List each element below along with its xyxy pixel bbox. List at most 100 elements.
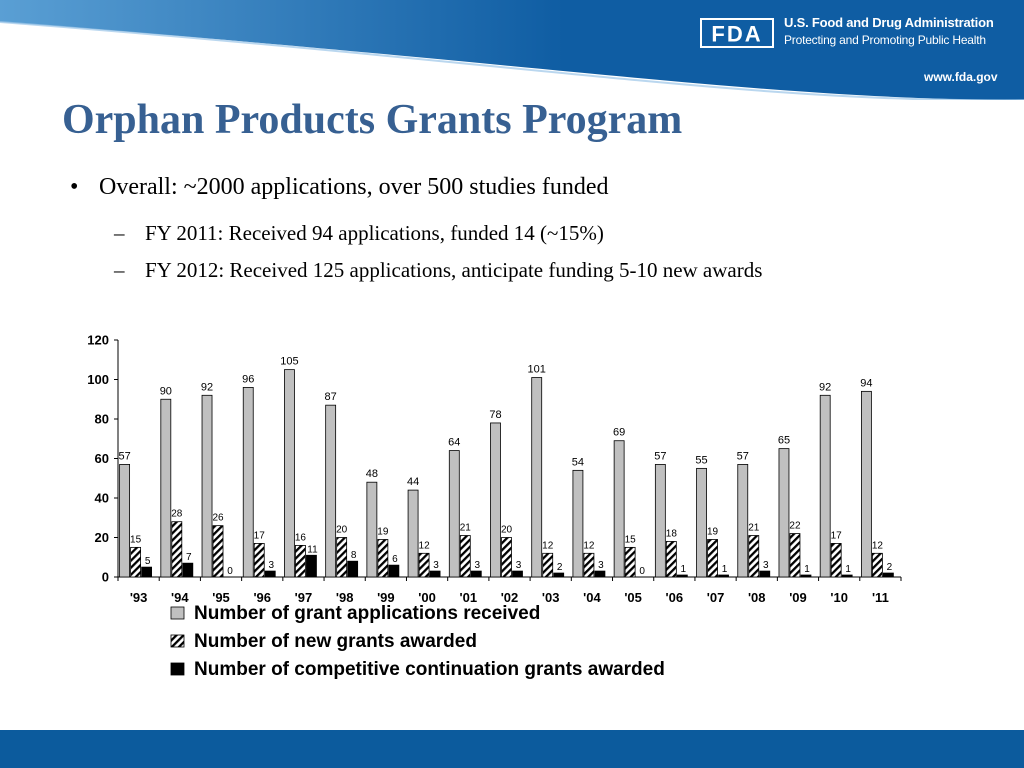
bar-hatched [871,552,883,578]
bar-hatched [459,535,471,578]
data-label: 64 [448,437,460,449]
bar-hatched [830,543,842,578]
fda-logo-text: FDA [711,22,762,47]
data-label: 17 [831,530,843,541]
bar-hatched [130,546,142,578]
bar-gray [613,440,625,578]
bar-black [141,566,153,578]
x-tick-label: '10 [830,590,848,605]
data-label: 1 [845,564,851,575]
legend-label: Number of new grants awarded [194,631,477,652]
x-tick-label: '94 [171,590,189,605]
data-label: 3 [433,560,439,571]
data-label: 19 [707,526,719,537]
x-tick-label: '06 [666,590,684,605]
bar-black [429,570,441,578]
data-label: 3 [516,560,522,571]
bar-gray [696,467,707,578]
bar-gray [284,369,295,578]
data-label: 5 [145,556,151,567]
agency-tagline: Protecting and Promoting Public Health [784,33,986,47]
legend-swatch [170,606,185,620]
data-label: 6 [392,554,398,565]
data-label: 92 [819,381,831,393]
bar-black [553,572,565,578]
bar-gray [654,464,666,578]
bar-black [470,570,482,578]
legend-swatch [170,662,185,676]
data-label: 55 [695,454,707,466]
bullet-marker: • [70,174,79,200]
data-label: 3 [475,560,481,571]
bar-gray [860,390,872,578]
bar-black [676,574,688,578]
sub-bullet-marker: – [114,258,125,282]
y-tick-label: 120 [87,333,109,348]
data-label: 69 [613,427,625,439]
data-label: 19 [377,526,389,537]
data-label: 105 [280,356,298,368]
fda-logo: FDA [700,18,774,48]
data-label: 57 [118,450,130,462]
bar-black [306,554,317,578]
footer-bar [0,730,1024,768]
data-label: 65 [778,435,790,447]
bar-hatched [789,533,801,578]
data-label: 94 [860,377,872,389]
data-label: 26 [212,513,224,524]
data-label: 15 [625,534,637,545]
data-label: 92 [201,381,213,393]
legend-label: Number of grant applications received [194,603,540,624]
data-label: 8 [351,550,357,561]
bar-gray [819,394,831,578]
data-label: 1 [722,564,728,575]
data-label: 12 [583,540,595,551]
bar-gray [778,448,790,578]
x-tick-label: '98 [336,590,354,605]
bar-black [882,572,894,578]
bar-black [594,570,606,578]
data-label: 0 [227,566,233,577]
data-label: 22 [789,521,801,532]
chart-plot-area: 020406080100120'9357155'9490287'9592260'… [87,333,902,605]
bar-hatched [295,544,306,578]
bar-black [182,562,194,578]
data-label: 21 [748,523,760,534]
data-label: 96 [242,373,254,385]
bar-hatched [624,546,636,578]
sub-bullet-text: FY 2012: Received 125 applications, anti… [145,258,763,282]
data-label: 2 [557,562,563,573]
y-tick-label: 40 [95,491,109,506]
data-label: 12 [419,540,431,551]
bar-hatched [418,552,430,578]
x-tick-label: '93 [130,590,148,605]
data-label: 16 [295,532,307,543]
data-label: 2 [887,562,893,573]
x-tick-label: '09 [789,590,807,605]
x-tick-label: '11 [872,590,889,605]
slide-title: Orphan Products Grants Program [62,97,683,143]
data-label: 18 [666,528,678,539]
bar-black [388,564,400,578]
data-label: 90 [160,385,172,397]
bar-gray [572,469,584,578]
legend-swatch [170,634,185,648]
data-label: 3 [268,560,274,571]
bar-gray [490,422,501,578]
x-tick-label: '96 [253,590,271,605]
bar-gray [201,394,213,578]
data-label: 1 [681,564,687,575]
bar-hatched [707,539,718,578]
data-label: 1 [804,564,810,575]
data-label: 44 [407,476,419,488]
x-tick-label: '07 [707,590,725,605]
bar-gray [119,464,131,578]
bar-gray [242,387,254,578]
y-tick-label: 60 [95,451,109,466]
bar-black [800,574,812,578]
bar-hatched [253,543,265,578]
bar-hatched [542,552,554,578]
agency-url[interactable]: www.fda.gov [924,70,998,84]
bar-hatched [212,525,224,578]
x-tick-label: '02 [501,590,519,605]
